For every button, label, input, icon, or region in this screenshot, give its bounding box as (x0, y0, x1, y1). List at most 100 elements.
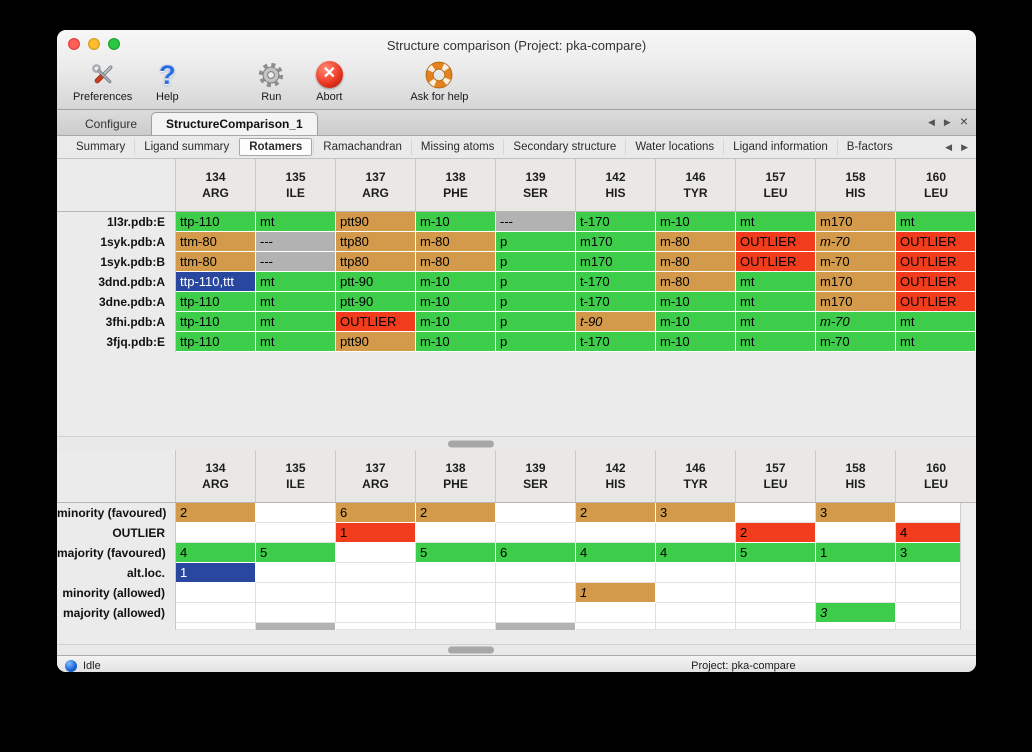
rotamer-cell[interactable]: t-170 (576, 212, 656, 232)
rotamer-cell[interactable]: mt (256, 272, 336, 292)
rotamer-cell[interactable]: m170 (816, 272, 896, 292)
count-cell[interactable] (336, 583, 416, 603)
count-cell[interactable]: 3 (816, 503, 896, 523)
preferences-button[interactable]: Preferences (67, 58, 138, 103)
rotamer-cell[interactable]: m-70 (816, 232, 896, 252)
rotamer-cell[interactable]: mt (896, 212, 976, 232)
count-cell[interactable]: 1 (336, 523, 416, 543)
run-button[interactable]: Run (242, 58, 300, 103)
count-cell[interactable] (576, 603, 656, 623)
rotamer-cell[interactable]: mt (896, 332, 976, 352)
count-cell[interactable]: 3 (656, 503, 736, 523)
count-cell[interactable] (576, 563, 656, 583)
subtab-ramachandran[interactable]: Ramachandran (313, 139, 411, 155)
count-cell[interactable] (256, 583, 336, 603)
zoom-window-button[interactable] (108, 38, 120, 50)
rotamer-cell[interactable]: OUTLIER (736, 252, 816, 272)
tab-structure-comparison-1[interactable]: StructureComparison_1 (151, 112, 318, 135)
rotamer-cell[interactable]: m-80 (656, 232, 736, 252)
count-cell[interactable] (336, 563, 416, 583)
count-cell[interactable] (336, 543, 416, 563)
row-label[interactable]: 1syk.pdb:B (57, 252, 176, 272)
rotamer-cell[interactable]: m-70 (816, 252, 896, 272)
count-cell[interactable]: 1 (816, 543, 896, 563)
count-cell[interactable] (416, 583, 496, 603)
rotamer-cell[interactable]: ptt90 (336, 332, 416, 352)
rotamer-cell[interactable]: mt (256, 292, 336, 312)
rotamer-cell[interactable]: m-10 (416, 292, 496, 312)
count-cell[interactable]: 5 (416, 543, 496, 563)
subtab-ligand-information[interactable]: Ligand information (723, 139, 837, 155)
tab-scroll-left-icon[interactable]: ◀ (927, 116, 935, 127)
count-cell[interactable]: 5 (736, 543, 816, 563)
tab-close-icon[interactable]: × (959, 113, 968, 129)
count-cell[interactable]: 2 (576, 503, 656, 523)
subtab-summary[interactable]: Summary (76, 141, 126, 153)
rotamer-cell[interactable]: m-10 (656, 312, 736, 332)
count-cell[interactable] (256, 603, 336, 623)
rotamer-cell[interactable]: ttp-110 (176, 312, 256, 332)
count-cell[interactable] (336, 603, 416, 623)
count-cell[interactable] (496, 603, 576, 623)
rotamer-cell[interactable]: ttm-80 (176, 252, 256, 272)
pane-splitter[interactable] (57, 436, 976, 450)
count-cell[interactable]: 4 (576, 543, 656, 563)
count-cell[interactable] (736, 583, 816, 603)
rotamer-cell[interactable]: mt (256, 312, 336, 332)
count-cell[interactable]: 2 (416, 503, 496, 523)
count-cell[interactable] (256, 523, 336, 543)
subtab-water-locations[interactable]: Water locations (625, 139, 723, 155)
count-cell[interactable] (256, 563, 336, 583)
rotamer-cell[interactable]: t-90 (576, 312, 656, 332)
count-cell[interactable] (496, 503, 576, 523)
subtab-missing-atoms[interactable]: Missing atoms (410, 139, 504, 155)
rotamer-cell[interactable]: OUTLIER (896, 252, 976, 272)
count-cell[interactable] (736, 503, 816, 523)
rotamer-cell[interactable]: m170 (816, 212, 896, 232)
rotamer-cell[interactable]: m-70 (816, 332, 896, 352)
subtab-secondary-structure[interactable]: Secondary structure (503, 139, 625, 155)
rotamer-cell[interactable]: p (496, 332, 576, 352)
count-cell[interactable] (416, 563, 496, 583)
tab-configure[interactable]: Configure (85, 117, 138, 131)
rotamer-cell[interactable]: m-10 (416, 332, 496, 352)
count-cell[interactable] (736, 563, 816, 583)
count-cell[interactable]: 4 (176, 543, 256, 563)
rotamer-cell[interactable]: ptt-90 (336, 292, 416, 312)
count-cell[interactable]: 6 (496, 543, 576, 563)
rotamer-cell[interactable]: --- (256, 232, 336, 252)
bottom-splitter-handle-icon[interactable] (447, 646, 494, 654)
rotamer-cell[interactable]: ptt-90 (336, 272, 416, 292)
rotamer-cell[interactable]: mt (736, 332, 816, 352)
count-cell[interactable]: 3 (816, 603, 896, 623)
count-cell[interactable]: 6 (336, 503, 416, 523)
count-cell[interactable] (496, 523, 576, 543)
subtab-b-factors[interactable]: B-factors (836, 139, 902, 155)
row-label[interactable]: 3dne.pdb:A (57, 292, 176, 312)
count-cell[interactable]: 2 (176, 503, 256, 523)
rotamer-cell[interactable]: mt (736, 272, 816, 292)
rotamer-cell[interactable]: ttm-80 (176, 232, 256, 252)
count-cell[interactable] (416, 603, 496, 623)
count-cell[interactable] (656, 563, 736, 583)
count-cell[interactable]: 1 (176, 563, 256, 583)
abort-button[interactable]: ✕ Abort (300, 58, 358, 103)
rotamer-cell[interactable]: ttp-110 (176, 212, 256, 232)
subtab-scroll-left-icon[interactable]: ◀ (945, 142, 953, 152)
count-cell[interactable] (496, 563, 576, 583)
count-cell[interactable] (176, 523, 256, 543)
rotamer-cell[interactable]: OUTLIER (896, 292, 976, 312)
rotamer-cell[interactable]: mt (256, 332, 336, 352)
rotamer-cell[interactable]: m-80 (656, 272, 736, 292)
row-label[interactable]: 3dnd.pdb:A (57, 272, 176, 292)
count-cell[interactable]: 4 (656, 543, 736, 563)
rotamer-cell[interactable]: p (496, 252, 576, 272)
rotamer-cell[interactable]: p (496, 292, 576, 312)
rotamer-cell[interactable]: p (496, 272, 576, 292)
rotamer-cell[interactable]: ptt90 (336, 212, 416, 232)
rotamer-cell[interactable]: mt (256, 212, 336, 232)
count-cell[interactable] (256, 503, 336, 523)
count-cell[interactable] (816, 583, 896, 603)
count-cell[interactable] (416, 523, 496, 543)
rotamer-cell[interactable]: m-80 (416, 252, 496, 272)
